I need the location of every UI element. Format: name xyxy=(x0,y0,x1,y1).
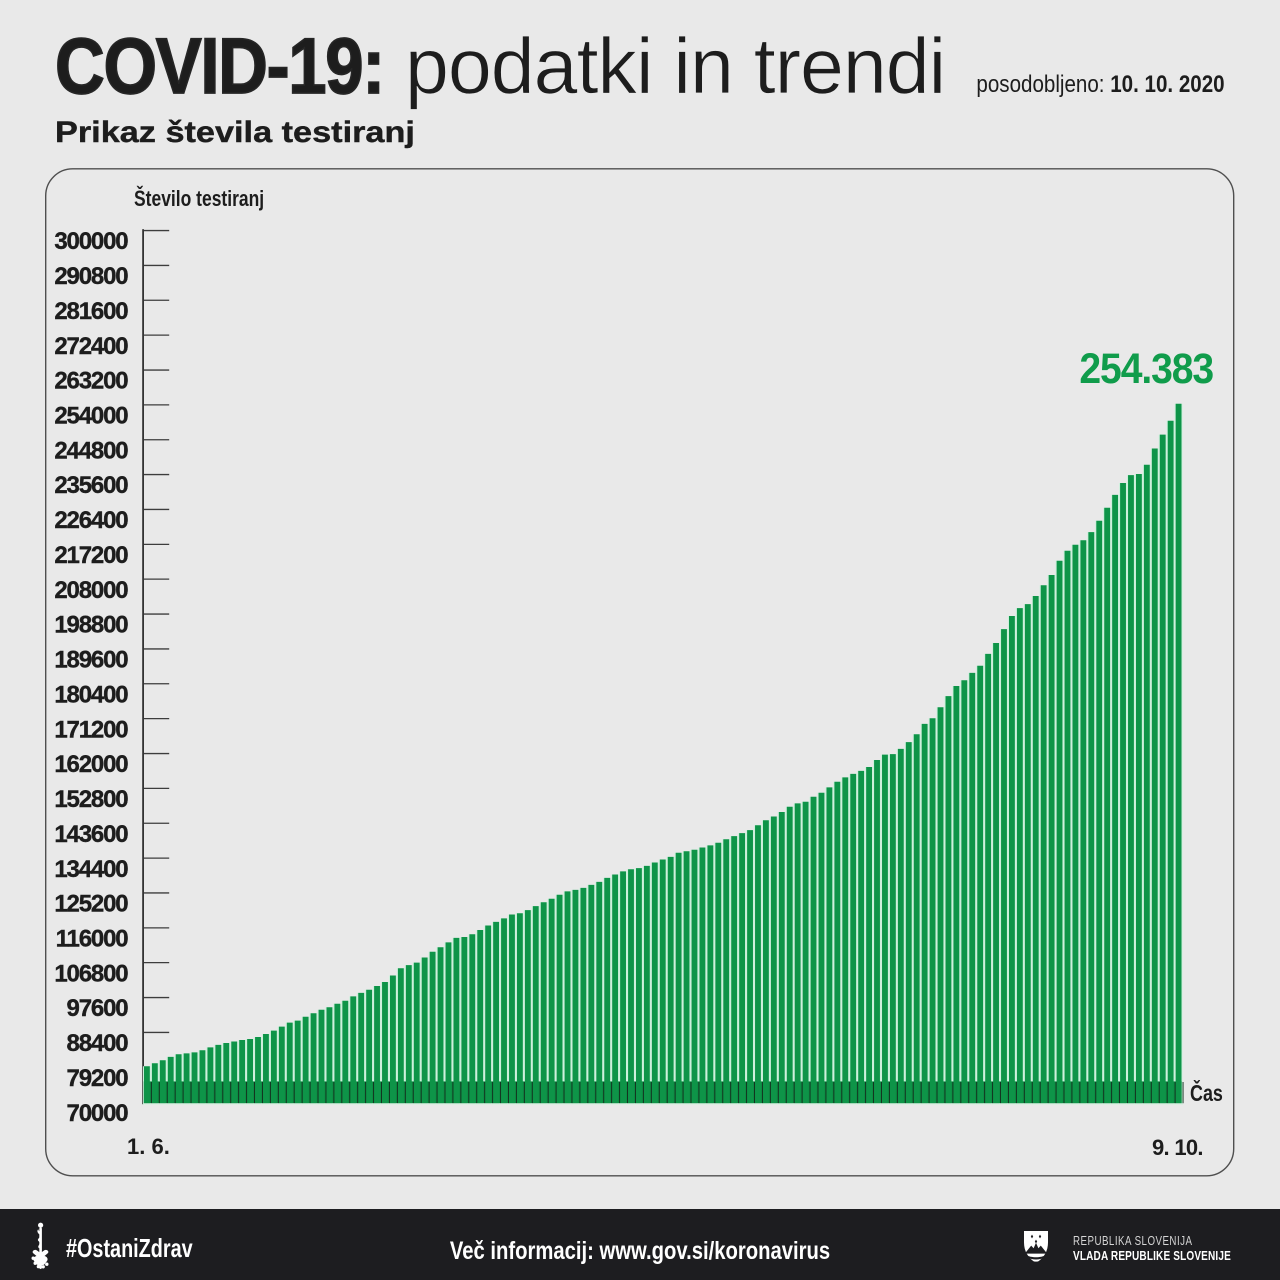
svg-text:263200: 263200 xyxy=(54,368,128,395)
svg-text:254.383: 254.383 xyxy=(1079,344,1213,392)
svg-text:254000: 254000 xyxy=(54,403,128,430)
svg-text:300000: 300000 xyxy=(54,228,128,255)
svg-text:88400: 88400 xyxy=(67,1030,129,1057)
svg-text:97600: 97600 xyxy=(67,995,129,1022)
svg-text:290800: 290800 xyxy=(54,263,128,290)
svg-text:Število testiranj: Število testiranj xyxy=(134,185,264,212)
svg-text:226400: 226400 xyxy=(54,507,128,534)
svg-text:143600: 143600 xyxy=(54,821,128,848)
svg-text:106800: 106800 xyxy=(54,960,128,987)
svg-text:180400: 180400 xyxy=(54,681,128,708)
svg-text:79200: 79200 xyxy=(67,1065,129,1092)
svg-text:70000: 70000 xyxy=(67,1100,129,1127)
svg-text:9. 10.: 9. 10. xyxy=(1152,1135,1203,1160)
svg-text:198800: 198800 xyxy=(54,612,128,639)
svg-text:1. 6.: 1. 6. xyxy=(127,1134,170,1159)
svg-text:208000: 208000 xyxy=(54,577,128,604)
svg-text:125200: 125200 xyxy=(54,891,128,918)
svg-text:Čas: Čas xyxy=(1190,1080,1223,1107)
svg-text:244800: 244800 xyxy=(54,437,128,464)
svg-text:272400: 272400 xyxy=(54,333,128,360)
svg-text:235600: 235600 xyxy=(54,472,128,499)
svg-text:171200: 171200 xyxy=(54,716,128,743)
svg-text:162000: 162000 xyxy=(54,751,128,778)
svg-text:281600: 281600 xyxy=(54,298,128,325)
svg-text:116000: 116000 xyxy=(56,926,129,953)
svg-text:189600: 189600 xyxy=(54,647,128,674)
svg-text:217200: 217200 xyxy=(54,542,128,569)
svg-text:152800: 152800 xyxy=(54,786,128,813)
svg-text:134400: 134400 xyxy=(54,856,128,883)
